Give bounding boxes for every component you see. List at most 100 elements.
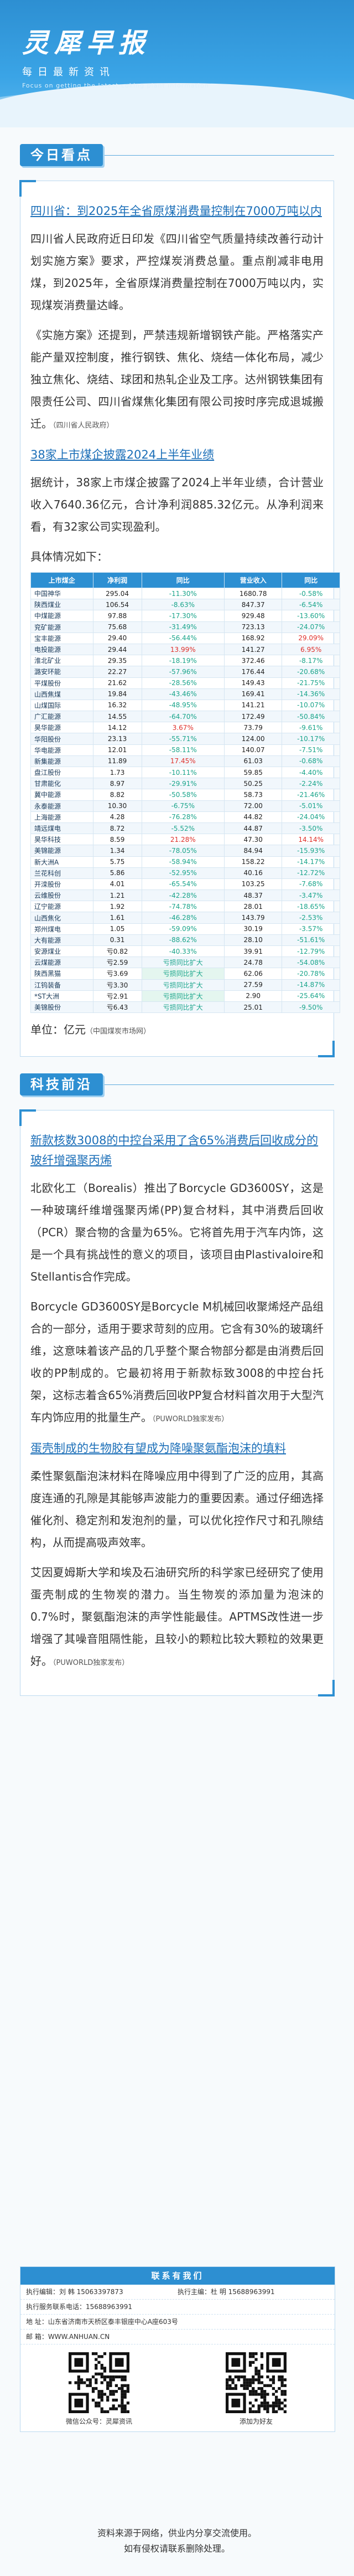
table-cell: 亏损同比扩大 [141, 957, 225, 969]
section-header-today: 今日看点 [0, 138, 354, 172]
table-row: 陕西煤业 106.54 -8.63% 847.37 -6.54% [30, 599, 340, 611]
table-unit-note: 单位：亿元（中国煤炭市场网） [30, 1019, 324, 1043]
header-banner: 灵犀早报 每日最新资讯 Focus on getting the latest … [0, 0, 354, 127]
disclaimer-line: 如有侵权请联系删除处理。 [123, 2543, 230, 2554]
table-cell: 158.22 [223, 856, 283, 868]
table-cell: 29.40 [92, 632, 142, 644]
table-cell: -12.79% [282, 945, 340, 958]
section-header-tech: 科技前沿 [0, 1068, 354, 1101]
table-cell: 143.79 [223, 912, 283, 924]
article-title-link[interactable]: 蛋壳制成的生物胶有望成为降噪聚氨酯泡沫的填料 [30, 1442, 286, 1456]
company-name-cell: 美锦能源 [30, 845, 93, 857]
company-name-cell: 开滦股份 [30, 878, 93, 891]
table-cell: 295.04 [92, 587, 142, 600]
table-row: 中煤能源 97.88 -17.30% 929.48 -13.60% [30, 610, 340, 622]
table-row: 山煤国际 16.32 -48.95% 141.21 -10.07% [30, 699, 340, 712]
company-name-cell: 淮北矿业 [30, 655, 93, 667]
table-body: 中国神华 295.04 -11.30% 1680.78 -0.58% 陕西煤业 106.54… [30, 587, 340, 1014]
table-cell: 2.90 [223, 990, 283, 1002]
table-cell: -15.93% [282, 845, 340, 857]
article-source: （PUWORLD独家发布） [53, 1659, 129, 1668]
table-cell: -5.52% [141, 822, 225, 835]
table-cell: 72.00 [223, 800, 283, 812]
company-name-cell: 江钨装备 [30, 979, 93, 991]
table-row: 大有能源 0.31 -88.62% 28.10 -51.61% [30, 934, 340, 947]
table-row: 广汇能源 14.55 -64.70% 172.49 -50.84% [30, 711, 340, 723]
article-title-link[interactable]: 38家上市煤企披露2024上半年业绩 [30, 448, 215, 461]
table-cell: 30.19 [223, 923, 283, 935]
table-cell: 372.46 [223, 655, 283, 667]
table-row: 郑州煤电 1.05 -59.09% 30.19 -3.57% [30, 923, 340, 935]
table-cell: -18.19% [141, 655, 225, 667]
table-cell: 1.05 [92, 923, 142, 935]
table-cell: -14.87% [282, 979, 340, 991]
table-cell: 106.54 [92, 599, 142, 611]
company-name-cell: 平煤股份 [30, 677, 93, 689]
company-name-cell: 大有能源 [30, 934, 93, 947]
table-row: 靖远煤电 8.72 -5.52% 44.87 -3.50% [30, 822, 340, 835]
company-name-cell: 安源煤业 [30, 945, 93, 958]
table-cell: -56.44% [141, 632, 225, 644]
table-row: 山西焦煤 19.84 -43.46% 169.41 -14.36% [30, 688, 340, 700]
table-cell: 8.97 [92, 778, 142, 790]
table-cell: -21.75% [282, 677, 340, 689]
qr-wechat[interactable]: 微信公众号：灵犀资讯 [60, 2352, 138, 2426]
table-row: 安源煤业 亏0.82 -40.33% 39.91 -12.79% [30, 945, 340, 958]
editor-contact: 执行编辑：刘 韩 15063397873 [26, 2288, 123, 2296]
table-cell: 21.28% [141, 834, 225, 846]
table-cell: -51.61% [282, 934, 340, 947]
company-name-cell: 兰花科创 [30, 867, 93, 879]
table-row: 江钨装备 亏3.30 亏损同比扩大 27.59 -14.87% [30, 979, 340, 991]
table-cell: 141.27 [223, 643, 283, 656]
article-text: 《实施方案》还提到，严禁违规新增钢铁产能。严格落实产能产量双控制度，推行钢铁、焦… [30, 328, 324, 430]
company-name-cell: 昊华能源 [30, 722, 93, 734]
footer-row: 邮 箱：WWW.ANHUAN.CN [20, 2330, 335, 2344]
qr-codes: 微信公众号：灵犀资讯 添加为好友 [20, 2344, 335, 2431]
table-cell: 25.01 [223, 1001, 283, 1014]
table-cell: 176.44 [223, 666, 283, 678]
article-title-link[interactable]: 新款核数3008的中控台采用了含65%消费后回收成分的玻纤增强聚丙烯 [30, 1134, 319, 1168]
table-cell: 168.92 [223, 632, 283, 644]
table-cell: 6.95% [282, 643, 340, 656]
article-paragraph: 北欧化工（Borealis）推出了Borcycle GD3600SY，这是一种玻… [30, 1181, 324, 1284]
table-cell: 103.25 [223, 878, 283, 891]
company-name-cell: 新大洲A [30, 856, 93, 868]
company-name-cell: 潞安环能 [30, 666, 93, 678]
email-link[interactable]: 邮 箱：WWW.ANHUAN.CN [26, 2333, 110, 2341]
table-cell: 1.73 [92, 766, 142, 779]
qr-add-friend[interactable]: 添加为好友 [217, 2352, 295, 2426]
table-row: 云煤能源 亏2.59 亏损同比扩大 24.78 -54.08% [30, 957, 340, 969]
section-badge-tech: 科技前沿 [20, 1073, 103, 1096]
company-name-cell: 冀中能源 [30, 789, 93, 801]
table-cell: -54.08% [282, 957, 340, 969]
table-cell: -48.95% [141, 699, 225, 712]
table-cell: -18.65% [282, 901, 340, 913]
table-cell: 亏0.82 [92, 945, 142, 958]
qr-code-icon [69, 2352, 129, 2413]
table-row: 新大洲A 5.75 -58.94% 158.22 -14.17% [30, 856, 340, 868]
table-row: 平煤股份 21.62 -28.56% 149.43 -21.75% [30, 677, 340, 689]
article-title-link[interactable]: 四川省：到2025年全省原煤消费量控制在7000万吨以内 [30, 204, 322, 218]
qr-label: 添加为好友 [239, 2418, 273, 2425]
table-cell: 0.31 [92, 934, 142, 947]
table-cell: -9.61% [282, 722, 340, 734]
table-cell: -3.57% [282, 923, 340, 935]
company-name-cell: 靖远煤电 [30, 822, 93, 835]
table-cell: 8.82 [92, 789, 142, 801]
company-name-cell: 郑州煤电 [30, 923, 93, 935]
company-name-cell: 中煤能源 [30, 610, 93, 622]
table-cell: 22.27 [92, 666, 142, 678]
table-cell: -24.04% [282, 811, 340, 823]
table-cell: 5.75 [92, 856, 142, 868]
table-cell: 14.12 [92, 722, 142, 734]
corner-decoration [19, 180, 36, 197]
table-row: 电投能源 29.44 13.99% 141.27 6.95% [30, 643, 340, 656]
table-cell: -24.07% [282, 621, 340, 633]
table-cell: 19.84 [92, 688, 142, 700]
table-cell: 29.09% [282, 632, 340, 644]
company-name-cell: 甘肃能化 [30, 778, 93, 790]
table-label: 具体情况如下： [30, 550, 108, 563]
table-cell: -7.68% [282, 878, 340, 891]
table-header-cell: 营业收入 [223, 572, 283, 588]
table-row: 昊华能源 14.12 3.67% 73.79 -9.61% [30, 722, 340, 734]
